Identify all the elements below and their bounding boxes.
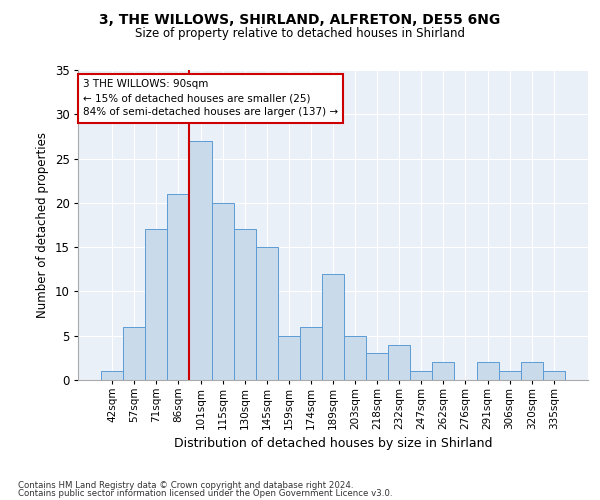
Bar	[476, 362, 499, 380]
Bar	[123, 327, 145, 380]
Text: 3 THE WILLOWS: 90sqm
← 15% of detached houses are smaller (25)
84% of semi-detac: 3 THE WILLOWS: 90sqm ← 15% of detached h…	[83, 80, 338, 118]
Bar	[233, 230, 256, 380]
Bar	[410, 371, 433, 380]
X-axis label: Distribution of detached houses by size in Shirland: Distribution of detached houses by size …	[174, 438, 492, 450]
Bar	[278, 336, 300, 380]
Bar	[300, 327, 322, 380]
Text: Contains public sector information licensed under the Open Government Licence v3: Contains public sector information licen…	[18, 489, 392, 498]
Bar	[212, 203, 233, 380]
Bar	[499, 371, 521, 380]
Text: Size of property relative to detached houses in Shirland: Size of property relative to detached ho…	[135, 28, 465, 40]
Bar	[543, 371, 565, 380]
Bar	[167, 194, 190, 380]
Bar	[190, 141, 212, 380]
Bar	[145, 230, 167, 380]
Text: 3, THE WILLOWS, SHIRLAND, ALFRETON, DE55 6NG: 3, THE WILLOWS, SHIRLAND, ALFRETON, DE55…	[100, 12, 500, 26]
Bar	[256, 247, 278, 380]
Text: Contains HM Land Registry data © Crown copyright and database right 2024.: Contains HM Land Registry data © Crown c…	[18, 480, 353, 490]
Bar	[101, 371, 123, 380]
Bar	[366, 354, 388, 380]
Bar	[322, 274, 344, 380]
Bar	[388, 344, 410, 380]
Y-axis label: Number of detached properties: Number of detached properties	[36, 132, 49, 318]
Bar	[521, 362, 543, 380]
Bar	[433, 362, 454, 380]
Bar	[344, 336, 366, 380]
